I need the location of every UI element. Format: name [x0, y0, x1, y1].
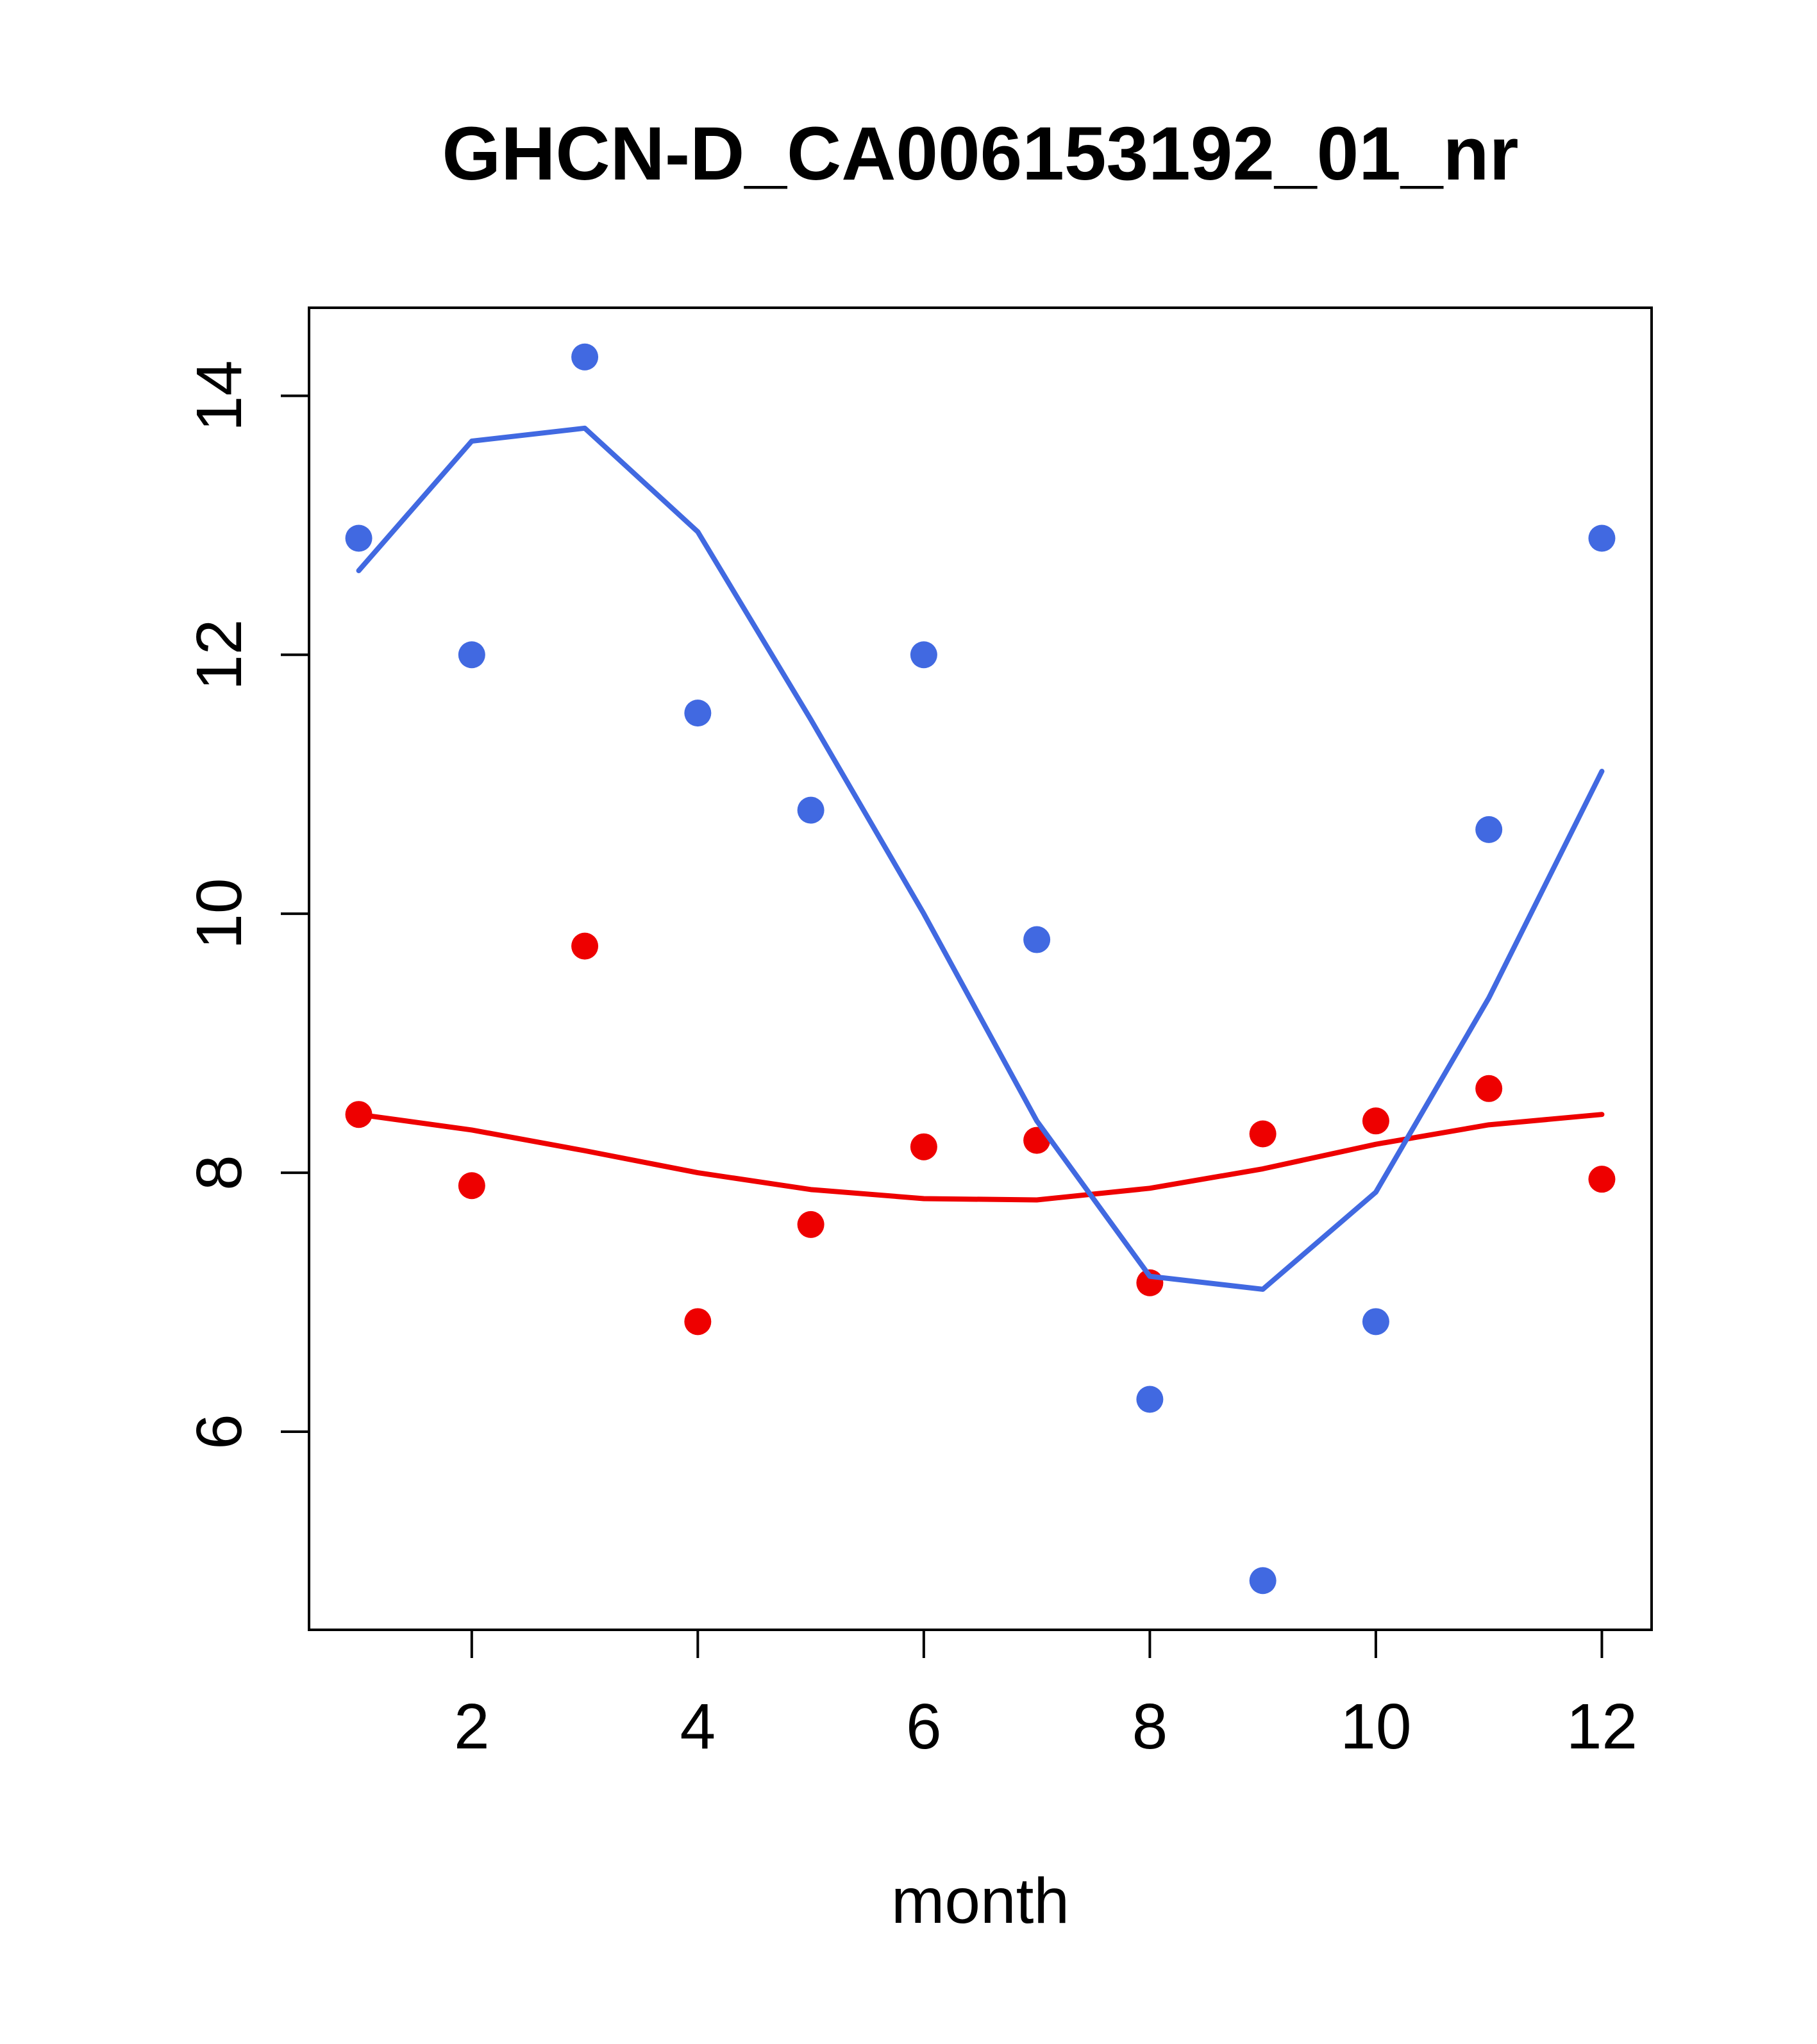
y-axis-tick-label: 12: [183, 619, 255, 691]
plot-box: [308, 306, 1653, 1631]
chart-title: GHCN-D_CA006153192_01_nr: [442, 112, 1519, 196]
red-point: [1362, 1107, 1389, 1135]
blue-point: [797, 796, 825, 824]
blue-point: [345, 524, 373, 552]
x-axis-tick-label: 10: [1340, 1691, 1411, 1763]
red-point: [1475, 1075, 1503, 1102]
blue-smooth-line: [356, 425, 1605, 1292]
red-point: [910, 1133, 937, 1160]
y-axis-tick-label: 8: [183, 1155, 255, 1191]
x-axis-tick-label: 6: [906, 1691, 942, 1763]
y-axis-tick-label: 6: [183, 1414, 255, 1450]
x-axis-tick-label: 12: [1566, 1691, 1637, 1763]
blue-point: [1588, 524, 1616, 552]
y-axis-tick-label: 10: [183, 878, 255, 950]
y-axis-tick-label: 14: [183, 360, 255, 431]
red-point: [1588, 1166, 1616, 1193]
blue-point: [910, 641, 937, 669]
red-point: [345, 1101, 373, 1128]
red-point: [458, 1172, 485, 1200]
red-point: [571, 932, 599, 960]
red-smooth-line: [356, 1112, 1605, 1203]
red-point: [1249, 1120, 1277, 1148]
blue-point: [1249, 1567, 1277, 1595]
red-point: [684, 1308, 712, 1336]
blue-point: [684, 699, 712, 727]
blue-point: [458, 641, 485, 669]
blue-point: [1023, 926, 1051, 953]
red-point: [797, 1210, 825, 1238]
blue-point: [571, 343, 599, 371]
blue-point: [1136, 1386, 1164, 1413]
blue-point: [1475, 816, 1503, 843]
x-axis-tick-label: 4: [680, 1691, 716, 1763]
x-axis-label: month: [891, 1865, 1069, 1937]
x-axis-tick-label: 2: [454, 1691, 490, 1763]
x-axis-tick-label: 8: [1132, 1691, 1168, 1763]
blue-point: [1362, 1308, 1389, 1336]
